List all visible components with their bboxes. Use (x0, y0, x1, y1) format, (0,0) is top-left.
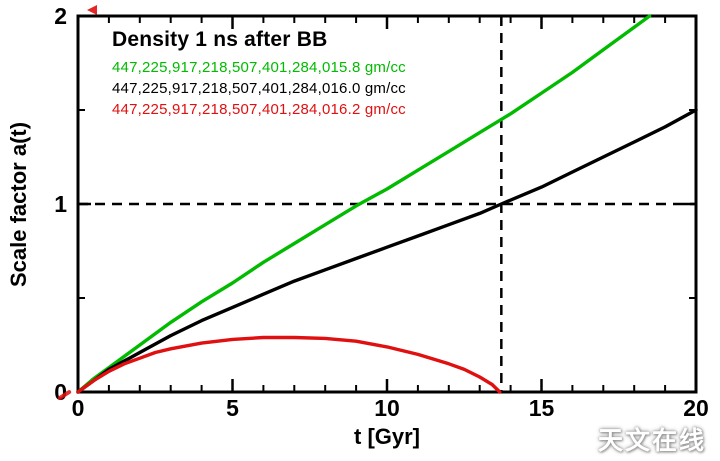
x-tick-label: 0 (72, 395, 85, 421)
curve-critical-universe-density-016.0 (76, 108, 698, 394)
watermark: 天文在线 (597, 427, 706, 455)
y-axis-label: Scale factor a(t) (6, 121, 31, 287)
curve-open-universe-density-015.8 (76, 14, 652, 394)
x-tick-label: 20 (683, 395, 709, 421)
y-tick-label: 2 (54, 3, 67, 29)
red-marker-top-left (87, 5, 97, 15)
y-tick-label: 1 (54, 191, 67, 217)
x-axis-label: t [Gyr] (354, 424, 420, 449)
x-tick-label: 15 (529, 395, 555, 421)
x-tick-label: 10 (374, 395, 400, 421)
x-tick-label: 5 (226, 395, 239, 421)
curve-closed-universe-density-016.2 (76, 335, 502, 394)
